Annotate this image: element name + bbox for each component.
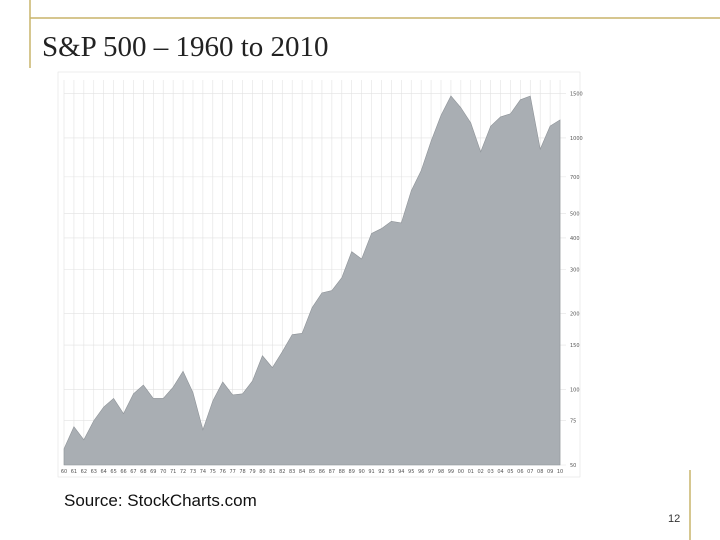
x-tick-label: 77 [229, 469, 235, 475]
x-tick-label: 92 [378, 469, 384, 475]
x-tick-label: 70 [160, 469, 166, 475]
x-tick-label: 64 [100, 469, 106, 475]
x-tick-label: 63 [91, 469, 97, 475]
y-tick-label: 1500 [570, 92, 583, 98]
x-tick-label: 76 [220, 469, 226, 475]
x-tick-label: 74 [200, 469, 206, 475]
y-tick-label: 200 [570, 312, 580, 318]
y-tick-label: 300 [570, 267, 580, 273]
x-tick-label: 78 [239, 469, 245, 475]
x-tick-label: 01 [468, 469, 474, 475]
source: Source: StockCharts.com [64, 491, 257, 510]
y-tick-label: 700 [570, 175, 580, 181]
y-tick-label: 500 [570, 212, 580, 218]
slide-title: S&P 500 – 1960 to 2010 [42, 31, 329, 63]
x-tick-label: 95 [408, 469, 414, 475]
x-tick-label: 10 [557, 469, 563, 475]
x-tick-label: 98 [438, 469, 444, 475]
x-tick-label: 73 [190, 469, 196, 475]
x-tick-label: 60 [61, 469, 67, 475]
x-tick-label: 80 [259, 469, 265, 475]
x-tick-label: 94 [398, 469, 404, 475]
x-tick-label: 09 [547, 469, 553, 475]
x-tick-label: 03 [487, 469, 493, 475]
y-tick-label: 100 [570, 387, 580, 393]
x-tick-label: 96 [418, 469, 424, 475]
x-tick-label: 02 [477, 469, 483, 475]
area [63, 95, 561, 466]
x-tick-label: 69 [150, 469, 156, 475]
x-tick-label: 91 [368, 469, 374, 475]
x-tick-label: 72 [180, 469, 186, 475]
x-tick-label: 88 [339, 469, 345, 475]
x-tick-label: 97 [428, 469, 434, 475]
x-tick-label: 00 [458, 469, 464, 475]
x-tick-label: 81 [269, 469, 275, 475]
x-tick-label: 68 [140, 469, 146, 475]
x-tick-label: 67 [130, 469, 136, 475]
x-tick-label: 89 [349, 469, 355, 475]
x-tick-label: 04 [497, 469, 503, 475]
x-tick-label: 07 [527, 469, 533, 475]
x-tick-label: 62 [81, 469, 87, 475]
y-tick-label: 50 [570, 463, 576, 469]
x-tick-label: 66 [120, 469, 126, 475]
x-tick-label: 83 [289, 469, 295, 475]
y-tick-label: 400 [570, 236, 580, 242]
x-tick-label: 06 [517, 469, 523, 475]
x-tick-label: 82 [279, 469, 285, 475]
y-tick-label: 1000 [570, 136, 583, 142]
y-tick-label: 75 [570, 419, 576, 425]
page-number: 12 [668, 513, 680, 525]
x-tick-label: 05 [507, 469, 513, 475]
y-tick-label: 150 [570, 343, 580, 349]
x-tick-label: 79 [249, 469, 255, 475]
x-tick-label: 84 [299, 469, 305, 475]
x-tick-label: 61 [71, 469, 77, 475]
x-tick-label: 99 [448, 469, 454, 475]
x-tick-label: 65 [110, 469, 116, 475]
x-tick-label: 93 [388, 469, 394, 475]
x-tick-label: 87 [329, 469, 335, 475]
x-tick-label: 90 [358, 469, 364, 475]
x-tick-label: 86 [319, 469, 325, 475]
x-tick-label: 08 [537, 469, 543, 475]
x-tick-label: 75 [210, 469, 216, 475]
x-tick-label: 85 [309, 469, 315, 475]
x-tick-label: 71 [170, 469, 176, 475]
